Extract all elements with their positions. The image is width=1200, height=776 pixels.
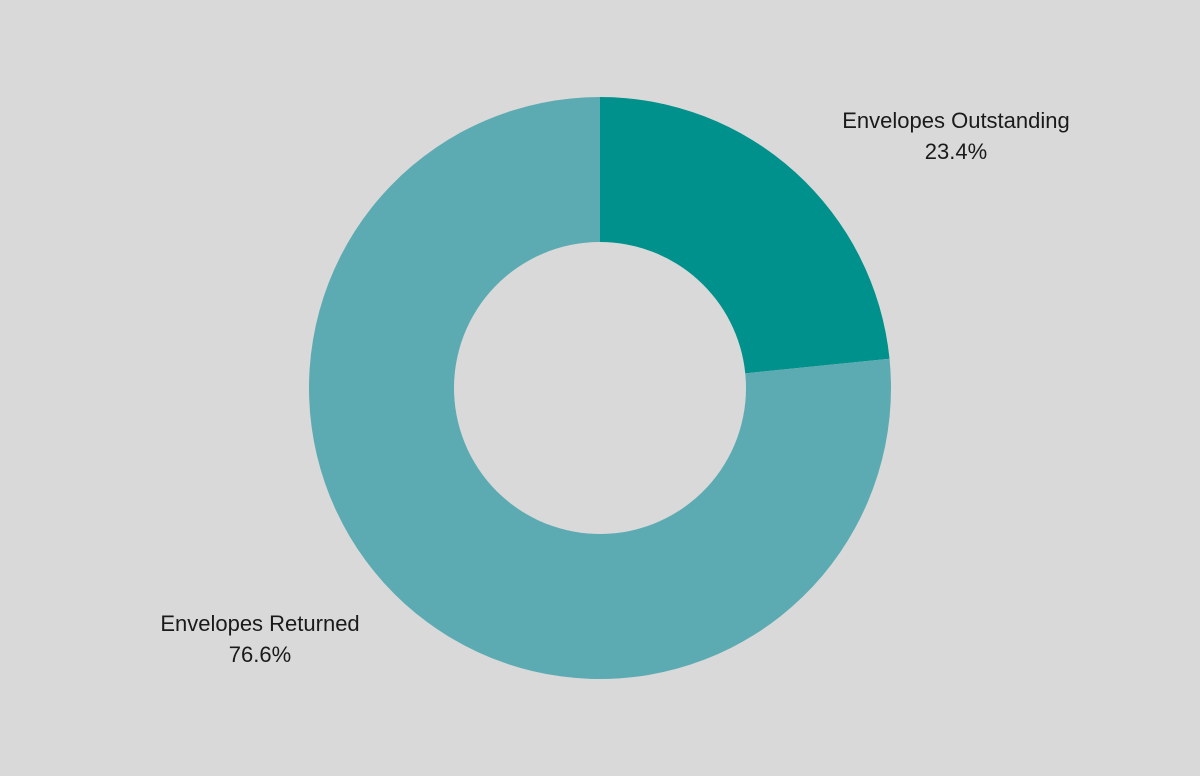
slice-value-label: 76.6% — [229, 642, 291, 667]
slice-label: Envelopes Returned — [160, 611, 359, 636]
slice-label: Envelopes Outstanding — [842, 108, 1070, 133]
donut-slice — [600, 97, 890, 374]
slice-value-label: 23.4% — [925, 139, 987, 164]
donut-slice — [309, 97, 892, 679]
